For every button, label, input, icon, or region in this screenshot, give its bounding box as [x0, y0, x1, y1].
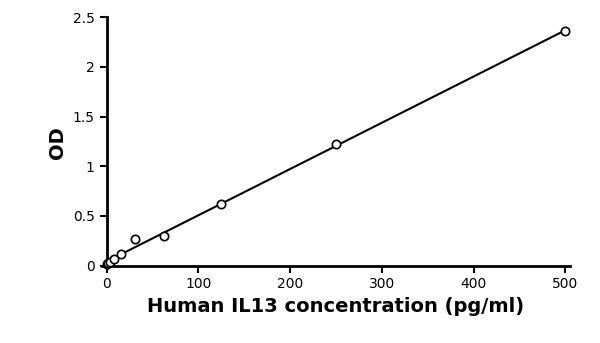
X-axis label: Human IL13 concentration (pg/ml): Human IL13 concentration (pg/ml) — [148, 297, 524, 316]
Y-axis label: OD: OD — [48, 126, 67, 159]
